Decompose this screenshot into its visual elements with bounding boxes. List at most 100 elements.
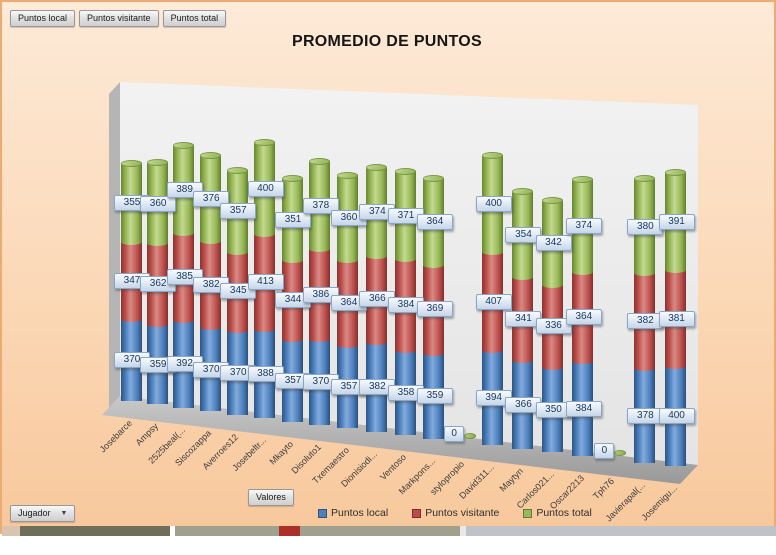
legend-item-puntos-visitante[interactable]: Puntos visitante [412, 507, 499, 519]
data-label: 351 [275, 211, 312, 228]
cylinder-joint [337, 341, 359, 348]
data-label: 374 [565, 218, 602, 235]
cylinder-joint [281, 256, 303, 263]
labels-layer: Josebarce 370 347 355 Ampsy 359 362 360 2525beal… [2, 2, 774, 532]
cylinder-cap [511, 187, 533, 195]
chart-3d-scene: Josebarce 370 347 355 Ampsy 359 362 360 2525beal… [2, 2, 774, 532]
bottom-window-edge [2, 526, 776, 536]
legend-label: Puntos visitante [425, 507, 500, 519]
cylinder-joint [394, 347, 416, 354]
cylinder-joint [254, 231, 275, 238]
cylinder-joint [365, 252, 387, 259]
legend-swatch-red [412, 508, 422, 518]
field-button-puntos-local[interactable]: Puntos local [10, 10, 76, 27]
cylinder-cap [337, 171, 359, 179]
data-label: 0 [444, 426, 465, 443]
legend-item-puntos-local[interactable]: Puntos local [318, 507, 388, 519]
chart-window: Puntos local Puntos visitante Puntos tot… [0, 0, 776, 536]
data-label: 336 [535, 318, 572, 335]
cylinder-joint [254, 326, 275, 333]
data-label: 357 [220, 203, 257, 220]
data-label: 360 [140, 195, 177, 212]
cylinder-cap [120, 159, 142, 167]
cylinder-joint [146, 321, 168, 328]
data-label: 388 [247, 366, 284, 383]
chart-floor [102, 396, 698, 484]
data-label: 344 [275, 291, 312, 308]
cylinder-joint [633, 365, 655, 372]
data-label: 378 [627, 407, 664, 424]
data-label: 407 [475, 293, 512, 310]
cylinder-cap [226, 166, 248, 174]
field-button-valores[interactable]: Valores [248, 489, 294, 506]
cylinder-joint [173, 230, 195, 236]
cylinder-joint [665, 362, 687, 369]
pivot-field-button-row: Puntos local Puntos visitante Puntos tot… [10, 10, 227, 27]
data-label: 382 [627, 313, 664, 330]
cylinder-cap [394, 167, 416, 175]
jugador-label: Jugador [18, 508, 51, 518]
cylinder-joint [665, 267, 687, 274]
cylinder-cap [665, 168, 687, 176]
data-label: 350 [535, 402, 572, 418]
cylinder-cap [633, 175, 655, 183]
data-label: 400 [658, 408, 695, 425]
cylinder-joint [542, 281, 563, 288]
legend-swatch-blue [318, 508, 327, 518]
cylinder-cap [146, 159, 168, 167]
field-button-puntos-total[interactable]: Puntos total [162, 10, 227, 27]
cylinder-cap [281, 175, 303, 182]
cylinder-joint [281, 336, 303, 343]
cylinder-joint [173, 316, 195, 323]
cylinder-joint [633, 270, 655, 277]
cylinder-joint [572, 268, 594, 275]
data-label: 364 [565, 308, 602, 325]
cylinder-cap [423, 174, 445, 182]
cylinder-joint [482, 249, 504, 256]
cylinder-cap [482, 151, 504, 159]
data-label: 359 [416, 388, 453, 405]
cylinder-cap [173, 141, 195, 149]
legend-label: Puntos total [536, 507, 592, 519]
cylinder-joint [542, 363, 563, 370]
data-label: 345 [220, 283, 257, 300]
data-label: 381 [658, 310, 695, 327]
cylinder-cap [542, 197, 563, 205]
cylinder-joint [309, 246, 331, 253]
cylinder-joint [365, 338, 387, 345]
cylinder-joint [226, 248, 248, 255]
data-label: 384 [565, 400, 602, 417]
cylinder-joint [394, 256, 416, 263]
chart-title: PROMEDIO DE PUNTOS [291, 33, 483, 50]
legend-item-puntos-total[interactable]: Puntos total [523, 507, 592, 519]
chevron-down-icon: ▼ [60, 509, 68, 517]
cylinder-joint [226, 327, 248, 334]
legend-label: Puntos local [331, 507, 389, 519]
cylinder-joint [146, 240, 168, 247]
field-button-puntos-visitante[interactable]: Puntos visitante [79, 10, 159, 27]
bars-layer [2, 2, 774, 532]
data-label: 413 [247, 274, 284, 291]
category-label: Josemigu... [638, 482, 679, 523]
legend-swatch-green [523, 508, 533, 518]
cylinder-joint [337, 256, 359, 263]
cylinder-joint [120, 315, 142, 322]
cylinder-cap [572, 176, 594, 184]
zero-cylinder-cap [614, 450, 627, 457]
data-label: 0 [594, 443, 615, 460]
data-label: 382 [359, 379, 396, 396]
cylinder-joint [423, 261, 445, 268]
field-button-jugador[interactable]: Jugador ▼ [10, 505, 76, 522]
cylinder-cap [309, 157, 331, 165]
data-label: 357 [275, 372, 312, 389]
cylinder-cap [254, 138, 275, 146]
cylinder-joint [199, 324, 221, 331]
data-label: 400 [475, 196, 512, 213]
data-label: 341 [505, 311, 542, 327]
cylinder-joint [309, 335, 331, 342]
cylinder-joint [572, 358, 594, 365]
zero-cylinder-cap [464, 433, 477, 440]
cylinder-joint [199, 237, 221, 244]
cylinder-cap [365, 164, 387, 172]
cylinder-joint [511, 356, 533, 363]
